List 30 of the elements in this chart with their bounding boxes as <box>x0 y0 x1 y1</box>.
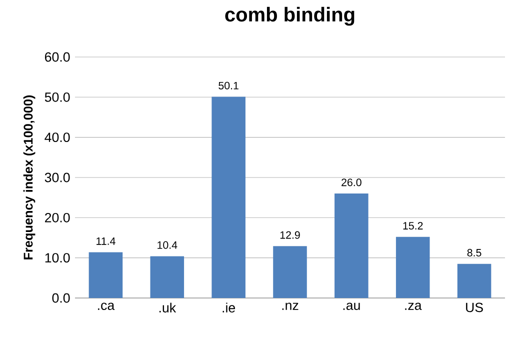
y-tick-label: 20.0 <box>45 212 70 222</box>
bar <box>150 256 184 298</box>
y-tick-label: 0.0 <box>52 293 70 303</box>
bar <box>396 236 430 298</box>
bar <box>212 96 246 298</box>
y-tick-label: 40.0 <box>44 132 70 142</box>
x-tick-label: .ie <box>222 302 236 312</box>
x-tick-label: .za <box>405 302 422 310</box>
x-tick-label: .ca <box>98 302 115 310</box>
data-label: 12.9 <box>280 231 300 239</box>
data-label: 15.2 <box>403 222 423 230</box>
bar <box>457 264 492 298</box>
bar <box>88 252 123 298</box>
y-axis-title: Frequency index (x100,000) <box>23 95 36 260</box>
data-label: 11.4 <box>96 237 116 245</box>
y-tick-label: 10.0 <box>45 253 70 263</box>
data-label: 8.5 <box>467 248 482 256</box>
y-tick-label: 60.0 <box>45 52 70 62</box>
data-label: 10.4 <box>158 241 178 249</box>
data-label: 50.1 <box>218 82 238 90</box>
bar <box>273 246 307 298</box>
bar <box>334 194 368 298</box>
x-tick-label: .au <box>343 302 360 310</box>
chart-title: comb binding <box>225 6 354 26</box>
x-tick-label: .uk <box>159 302 176 312</box>
y-tick-label: 50.0 <box>44 92 70 102</box>
y-tick-label: 30.0 <box>44 172 70 182</box>
x-tick-label: .nz <box>282 302 298 310</box>
data-label: 26.0 <box>342 178 362 186</box>
x-tick-label: US <box>466 302 483 312</box>
